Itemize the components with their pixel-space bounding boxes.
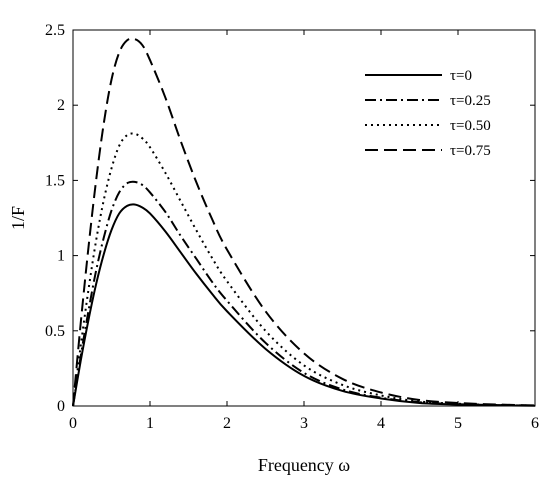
- legend-label-0: τ=0: [450, 68, 472, 84]
- y-tick-label: 0: [57, 398, 65, 415]
- series-line-2: [72, 132, 536, 407]
- x-tick-label: 2: [223, 415, 231, 432]
- series-line-3: [72, 37, 536, 407]
- y-tick-label: 1.5: [45, 172, 65, 189]
- axes-layer: [72, 29, 536, 407]
- x-axis-title: Frequency ω: [258, 455, 350, 475]
- y-axis-title: 1/F: [8, 206, 28, 230]
- legend-label-2: τ=0.50: [450, 118, 491, 134]
- legend-label-1: τ=0.25: [450, 93, 491, 109]
- y-tick-label: 2.5: [45, 22, 65, 39]
- legend: τ=0 τ=0.25 τ=0.50 τ=0.75: [365, 68, 491, 159]
- y-tick-label: 0.5: [45, 323, 65, 340]
- x-tick-label: 4: [377, 415, 385, 432]
- x-tick-label: 1: [146, 415, 154, 432]
- x-tick-label: 0: [69, 415, 77, 432]
- x-tick-label: 6: [531, 415, 539, 432]
- legend-label-3: τ=0.75: [450, 143, 491, 159]
- x-tick-label: 5: [454, 415, 462, 432]
- ticks-layer: 0 1 2 3 4 5 6 0 0.5 1 1.5 2 2.5: [45, 22, 539, 432]
- series-line-1: [72, 180, 536, 407]
- x-tick-label: 3: [300, 415, 308, 432]
- plot-frame: [72, 29, 536, 407]
- curves-layer: [72, 37, 536, 407]
- y-tick-label: 1: [57, 248, 65, 265]
- series-line-0: [72, 203, 536, 407]
- y-tick-label: 2: [57, 97, 65, 114]
